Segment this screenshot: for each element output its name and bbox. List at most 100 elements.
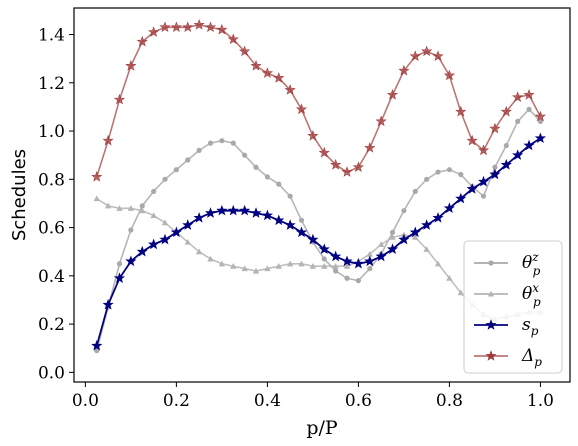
data-point bbox=[239, 204, 251, 216]
data-point bbox=[216, 204, 228, 216]
legend-label: Δp bbox=[521, 346, 542, 369]
data-point bbox=[162, 176, 168, 182]
data-point bbox=[295, 103, 308, 115]
data-point bbox=[523, 139, 535, 151]
data-point bbox=[307, 233, 319, 245]
data-point bbox=[193, 212, 205, 223]
y-tick-label: 1.0 bbox=[38, 122, 65, 142]
data-point bbox=[218, 260, 226, 267]
data-point bbox=[480, 193, 487, 199]
data-point bbox=[94, 348, 100, 354]
data-point bbox=[398, 233, 410, 245]
data-point bbox=[207, 140, 214, 146]
data-point bbox=[377, 241, 385, 248]
data-point bbox=[185, 157, 191, 163]
data-point bbox=[455, 192, 467, 204]
data-point bbox=[492, 164, 498, 170]
data-point bbox=[455, 105, 467, 117]
data-point bbox=[466, 183, 478, 194]
data-point bbox=[128, 227, 134, 233]
data-point bbox=[352, 257, 364, 269]
data-point bbox=[295, 226, 308, 238]
legend-subscript: p bbox=[533, 264, 541, 278]
data-point bbox=[284, 84, 296, 95]
data-point bbox=[355, 278, 362, 284]
data-point bbox=[352, 161, 364, 172]
legend-symbol: Δ bbox=[521, 346, 534, 366]
data-point bbox=[458, 171, 464, 178]
data-point bbox=[93, 195, 100, 202]
data-point bbox=[367, 265, 373, 272]
data-point bbox=[434, 260, 442, 267]
legend-marker bbox=[487, 290, 495, 297]
data-point bbox=[298, 260, 305, 267]
data-point bbox=[424, 176, 430, 182]
data-point bbox=[264, 174, 270, 180]
data-point bbox=[239, 45, 251, 57]
y-tick-label: 0.8 bbox=[38, 170, 65, 190]
legend-entry-2: sp bbox=[474, 315, 539, 338]
legend-superscript: x bbox=[532, 281, 539, 295]
x-tick-label: 0.0 bbox=[72, 391, 99, 411]
legend-label: sp bbox=[522, 315, 539, 338]
data-point bbox=[432, 212, 444, 223]
data-point bbox=[91, 339, 103, 351]
data-point bbox=[261, 67, 273, 78]
data-point bbox=[523, 89, 535, 100]
data-point bbox=[182, 21, 194, 33]
data-point bbox=[284, 219, 296, 230]
data-point bbox=[136, 245, 148, 257]
data-point bbox=[148, 26, 160, 37]
data-point bbox=[195, 248, 203, 255]
legend-box bbox=[463, 240, 563, 374]
data-point bbox=[389, 234, 396, 240]
data-point bbox=[321, 262, 328, 269]
legend-symbol: s bbox=[522, 315, 531, 335]
data-point bbox=[446, 275, 453, 281]
data-point bbox=[512, 91, 524, 103]
plot-frame bbox=[73, 7, 571, 383]
data-point bbox=[241, 265, 248, 272]
data-point bbox=[537, 118, 544, 125]
data-point bbox=[489, 168, 501, 180]
data-point bbox=[500, 158, 512, 170]
data-point bbox=[364, 142, 376, 153]
data-point bbox=[321, 256, 327, 262]
data-point bbox=[125, 60, 137, 71]
x-tick-label: 1.0 bbox=[527, 391, 554, 411]
y-tick-label: 0.2 bbox=[38, 315, 65, 335]
legend-marker bbox=[488, 260, 494, 266]
data-point bbox=[389, 229, 396, 235]
x-axis: 0.0 0.2 0.4 0.6 0.8 1.0 bbox=[72, 382, 554, 411]
data-point bbox=[230, 140, 236, 146]
series-line bbox=[95, 137, 541, 347]
data-point bbox=[318, 243, 330, 255]
data-point bbox=[477, 144, 490, 156]
data-point bbox=[242, 152, 248, 158]
data-point bbox=[286, 260, 294, 267]
data-point bbox=[127, 205, 135, 211]
data-point bbox=[534, 110, 546, 122]
legend-symbol: θ bbox=[522, 284, 532, 304]
data-point bbox=[196, 147, 202, 153]
data-point bbox=[150, 212, 157, 219]
data-point bbox=[332, 262, 339, 269]
data-point bbox=[526, 106, 532, 112]
data-point bbox=[173, 167, 179, 173]
data-point bbox=[193, 19, 205, 30]
data-point bbox=[409, 226, 421, 238]
y-axis-label: Schedules bbox=[9, 149, 30, 241]
legend-superscript: z bbox=[531, 250, 539, 264]
data-point bbox=[330, 250, 342, 262]
data-point bbox=[219, 138, 225, 144]
data-point bbox=[318, 146, 330, 158]
data-point bbox=[207, 255, 214, 262]
data-point bbox=[264, 265, 271, 272]
data-point bbox=[113, 272, 126, 283]
legend-subscript: p bbox=[531, 324, 539, 338]
data-point bbox=[398, 64, 410, 76]
series-line bbox=[95, 108, 542, 351]
x-tick-label: 0.6 bbox=[345, 391, 372, 411]
